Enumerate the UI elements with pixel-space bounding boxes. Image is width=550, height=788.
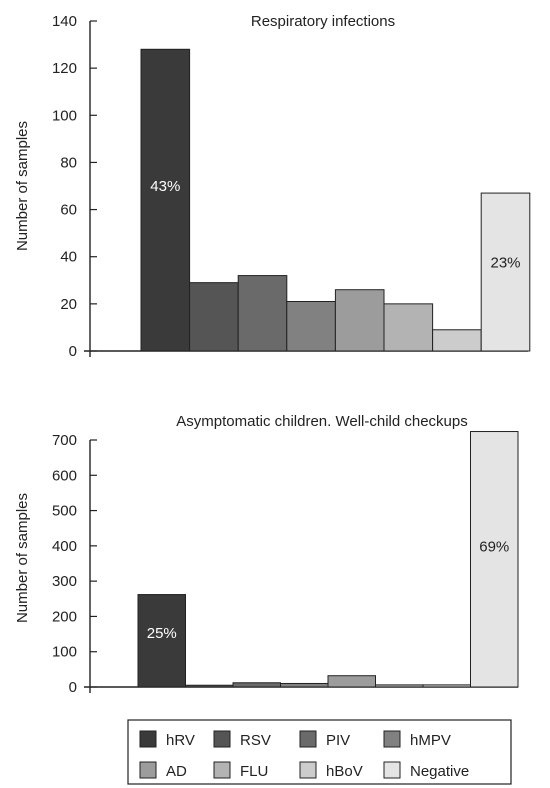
y-tick-label: 60 bbox=[60, 202, 77, 219]
bar-hrv bbox=[137, 594, 186, 688]
bar-hmpv bbox=[286, 301, 336, 352]
legend-item-piv: PIV bbox=[299, 730, 350, 749]
chart-title: Respiratory infections bbox=[251, 13, 395, 30]
legend-swatch bbox=[299, 761, 317, 779]
legend-item-rsv: RSV bbox=[213, 730, 271, 749]
legend-label: AD bbox=[166, 763, 187, 780]
y-tick-label: 300 bbox=[52, 573, 77, 590]
legend-frame bbox=[127, 719, 512, 785]
bar-ad bbox=[327, 675, 376, 688]
data-label-hrv: 25% bbox=[147, 625, 177, 642]
y-tick-label: 0 bbox=[69, 343, 77, 360]
legend-swatch bbox=[383, 730, 401, 748]
legend-swatch bbox=[139, 730, 157, 748]
legend-item-ad: AD bbox=[139, 761, 187, 780]
legend-item-negative: Negative bbox=[383, 761, 469, 780]
legend-item-hrv: hRV bbox=[139, 730, 195, 749]
legend-label: hRV bbox=[166, 732, 195, 749]
y-tick-label: 40 bbox=[60, 249, 77, 266]
y-tick-label: 140 bbox=[52, 13, 77, 30]
legend-item-hmpv: hMPV bbox=[383, 730, 451, 749]
bar-ad bbox=[334, 289, 385, 352]
legend-swatch bbox=[213, 730, 231, 748]
legend: hRV RSV PIV hMPV AD FLU hBoV Negative bbox=[127, 719, 512, 785]
bar-hrv bbox=[140, 48, 191, 352]
y-tick-label: 200 bbox=[52, 608, 77, 625]
bars bbox=[137, 431, 519, 688]
y-axis-label: Number of samples bbox=[14, 493, 31, 623]
y-tick-label: 80 bbox=[60, 154, 77, 171]
legend-label: FLU bbox=[240, 763, 268, 780]
bar-negative bbox=[470, 431, 519, 688]
y-tick-label: 700 bbox=[52, 432, 77, 449]
bar-hbov bbox=[432, 329, 482, 352]
legend-swatch bbox=[383, 761, 401, 779]
bar-flu bbox=[375, 684, 424, 688]
bar-piv bbox=[232, 682, 281, 688]
legend-label: Negative bbox=[410, 763, 469, 780]
legend-label: PIV bbox=[326, 732, 350, 749]
data-labels: 25% 69% bbox=[147, 539, 510, 642]
legend-item-flu: FLU bbox=[213, 761, 268, 780]
legend-swatch bbox=[213, 761, 231, 779]
legend-swatch bbox=[139, 761, 157, 779]
axes: 0 100 200 300 400 500 600 700 bbox=[52, 432, 518, 696]
y-tick-label: 20 bbox=[60, 296, 77, 313]
bar-rsv bbox=[185, 684, 234, 688]
data-label-negative: 69% bbox=[479, 539, 509, 556]
y-tick-label: 100 bbox=[52, 107, 77, 124]
legend-label: hBoV bbox=[326, 763, 363, 780]
y-tick-label: 0 bbox=[69, 679, 77, 696]
data-label-negative: 23% bbox=[490, 254, 520, 271]
bars bbox=[140, 48, 531, 352]
respiratory-infections-chart: Respiratory infections Number of samples… bbox=[14, 13, 531, 360]
y-tick-label: 400 bbox=[52, 538, 77, 555]
bar-flu bbox=[383, 303, 434, 352]
data-label-hrv: 43% bbox=[150, 178, 180, 195]
legend-item-hbov: hBoV bbox=[299, 761, 363, 780]
bar-hmpv bbox=[280, 682, 329, 688]
legend-swatch bbox=[299, 730, 317, 748]
legend-label: RSV bbox=[240, 732, 271, 749]
legend-label: hMPV bbox=[410, 732, 451, 749]
y-tick-label: 100 bbox=[52, 644, 77, 661]
y-tick-label: 600 bbox=[52, 467, 77, 484]
y-tick-label: 500 bbox=[52, 503, 77, 520]
y-axis-label: Number of samples bbox=[14, 121, 31, 251]
y-tick-label: 120 bbox=[52, 60, 77, 77]
data-labels: 43% 23% bbox=[150, 178, 520, 271]
chart-title: Asymptomatic children. Well-child checku… bbox=[176, 413, 468, 430]
bar-piv bbox=[237, 275, 288, 352]
bar-hbov bbox=[422, 684, 471, 688]
bar-rsv bbox=[189, 282, 239, 352]
asymptomatic-children-chart: Asymptomatic children. Well-child checku… bbox=[14, 413, 519, 696]
bar-negative bbox=[480, 192, 531, 352]
